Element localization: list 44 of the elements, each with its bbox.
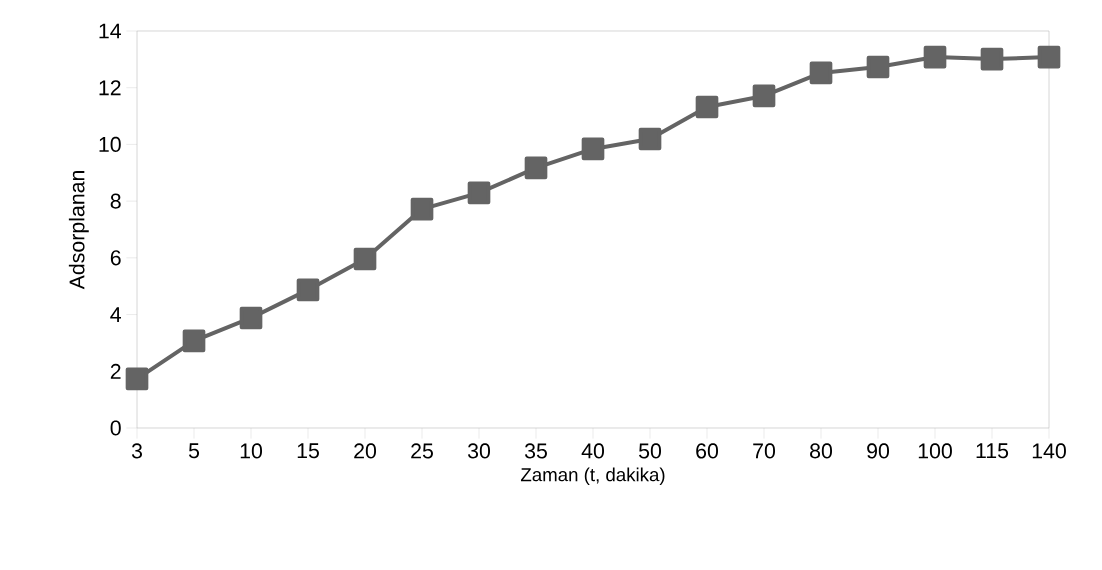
point (809, 61, 833, 85)
point (581, 137, 605, 161)
point (410, 197, 434, 221)
x-tick-label: 20 (354, 443, 377, 459)
y-tick-label: 14 (99, 23, 121, 39)
y-tick-label: 2 (110, 363, 121, 379)
x-tick-label: 80 (810, 443, 833, 459)
point (1037, 45, 1061, 69)
x-tick-label: 5 (188, 443, 200, 459)
x-tick-label: 115 (976, 443, 1009, 459)
y-tick-label: 10 (99, 136, 121, 152)
y-tick-label: 12 (99, 80, 121, 96)
x-tick-label: 30 (467, 443, 491, 459)
point (866, 55, 890, 79)
point (980, 47, 1004, 71)
point (182, 329, 206, 353)
x-tick-label: 140 (1032, 443, 1066, 459)
point (125, 367, 149, 391)
x-tick-label: 70 (753, 443, 776, 459)
point (752, 84, 776, 108)
y-tick-label: 6 (110, 250, 121, 266)
x-tick-label: 90 (867, 443, 890, 459)
y-tick-label: 8 (110, 193, 121, 209)
x-axis-title: Zaman (t, dakika) (520, 467, 665, 486)
point (239, 306, 263, 330)
point (296, 278, 320, 302)
point (467, 181, 491, 205)
x-tick-label: 60 (696, 443, 719, 459)
x-tick-label: 10 (240, 443, 263, 459)
x-tick-label: 35 (524, 443, 547, 459)
y-tick-label: 0 (110, 420, 121, 436)
x-tick-label: 25 (411, 443, 433, 459)
x-tick-label: 100 (918, 443, 952, 459)
x-tick-label: 15 (297, 443, 319, 459)
x-tick-label: 40 (581, 443, 605, 459)
y-tick-label: 4 (110, 307, 121, 322)
x-tick-label: 50 (639, 443, 662, 459)
point (695, 95, 719, 119)
point (524, 156, 548, 180)
x-tick-label: 3 (131, 443, 142, 459)
y-axis-title: Adsorplanan (68, 171, 89, 290)
point (923, 45, 947, 69)
point (638, 127, 662, 151)
point (353, 247, 377, 271)
